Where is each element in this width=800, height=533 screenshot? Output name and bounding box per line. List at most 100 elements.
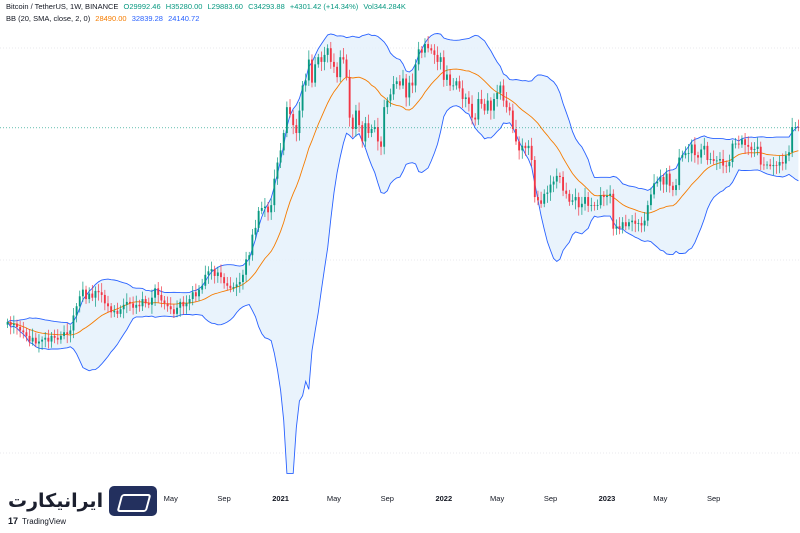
candle-body (414, 64, 417, 86)
candle-body (728, 162, 731, 167)
candle-body (254, 227, 257, 235)
candle-body (464, 97, 467, 100)
candle-body (649, 194, 652, 206)
candle-body (154, 288, 157, 298)
candle-body (769, 164, 772, 167)
candle-body (166, 303, 169, 307)
candle-body (380, 141, 382, 147)
candle-body (238, 281, 241, 285)
candle-body (210, 269, 213, 272)
candle-body (113, 310, 116, 313)
candle-body (100, 292, 103, 295)
candle-body (609, 193, 612, 196)
candle-body (251, 234, 254, 256)
candle-body (628, 222, 630, 227)
candle-body (537, 197, 539, 201)
candle-body (358, 110, 361, 126)
candle-body (395, 81, 398, 85)
candle-body (329, 48, 332, 62)
candle-body (577, 197, 580, 208)
candle-body (587, 197, 590, 206)
candle-body (276, 162, 279, 179)
candle-body (417, 49, 420, 65)
candle-body (411, 82, 414, 86)
x-axis-label: Sep (217, 494, 231, 503)
candle-body (527, 145, 530, 149)
candle-body (546, 192, 549, 194)
candle-body (194, 292, 197, 297)
legend-open: O29992.46 (123, 2, 161, 11)
candle-body (282, 133, 285, 151)
candle-body (634, 220, 637, 224)
candle-body (606, 195, 608, 198)
candle-body (323, 54, 326, 62)
x-axis-label: 2023 (598, 494, 616, 503)
candle-body (138, 304, 141, 307)
candle-body (684, 153, 687, 156)
candle-body (631, 220, 634, 223)
candle-body (263, 206, 266, 208)
candle-body (144, 299, 147, 304)
candle-body (533, 160, 536, 198)
candle-body (552, 181, 555, 185)
candle-body (602, 195, 605, 198)
candle-body (596, 205, 599, 206)
candle-body (618, 226, 621, 229)
candle-body (185, 303, 188, 307)
candle-body (778, 162, 781, 166)
candle-body (129, 301, 131, 304)
candle-body (521, 145, 524, 151)
candle-body (797, 127, 800, 128)
candle-body (157, 288, 160, 295)
candle-body (216, 272, 219, 276)
candle-body (671, 185, 674, 191)
candle-body (750, 146, 753, 150)
candle-body (653, 183, 656, 195)
candle-body (63, 332, 66, 336)
candle-body (116, 310, 119, 314)
candle-body (392, 84, 395, 95)
candle-body (687, 153, 690, 155)
candle-body (700, 149, 703, 158)
candle-body (524, 145, 527, 149)
candle-body (122, 304, 125, 310)
candle-body (16, 323, 18, 327)
candle-body (223, 277, 226, 284)
candle-body (354, 110, 357, 130)
candle-body (480, 99, 483, 104)
tradingview-text: TradingView (22, 516, 67, 526)
candle-body (740, 139, 743, 145)
tradingview-icon: 17 (8, 516, 19, 526)
candle-body (424, 43, 426, 53)
candlestick-series (6, 35, 800, 353)
candle-body (56, 337, 59, 340)
candle-body (665, 173, 668, 185)
candle-body (734, 143, 737, 145)
candle-body (273, 178, 276, 206)
candle-body (511, 110, 514, 130)
candle-body (697, 155, 699, 158)
candle-body (78, 296, 81, 307)
candle-body (477, 99, 480, 120)
candle-body (91, 293, 94, 298)
candle-body (22, 330, 25, 333)
x-axis-label: 2022 (435, 494, 453, 503)
candle-body (110, 306, 113, 313)
candle-body (204, 274, 207, 286)
chart-legend-indicator: BB (20, SMA, close, 2, 0) 28490.00 32839… (6, 14, 202, 23)
candle-body (34, 337, 37, 344)
site-logo: ایرانیکارت (8, 486, 158, 516)
candle-body (135, 304, 138, 308)
candle-body (279, 150, 282, 163)
candle-body (69, 330, 72, 335)
x-axis-label: May (653, 494, 668, 503)
candle-body (242, 274, 244, 282)
candle-body (794, 127, 797, 128)
candle-body (461, 88, 464, 100)
candle-body (646, 205, 649, 221)
candle-body (248, 255, 251, 260)
candle-body (574, 197, 577, 201)
candle-body (543, 193, 546, 204)
candle-body (766, 164, 768, 166)
candle-body (656, 181, 659, 184)
